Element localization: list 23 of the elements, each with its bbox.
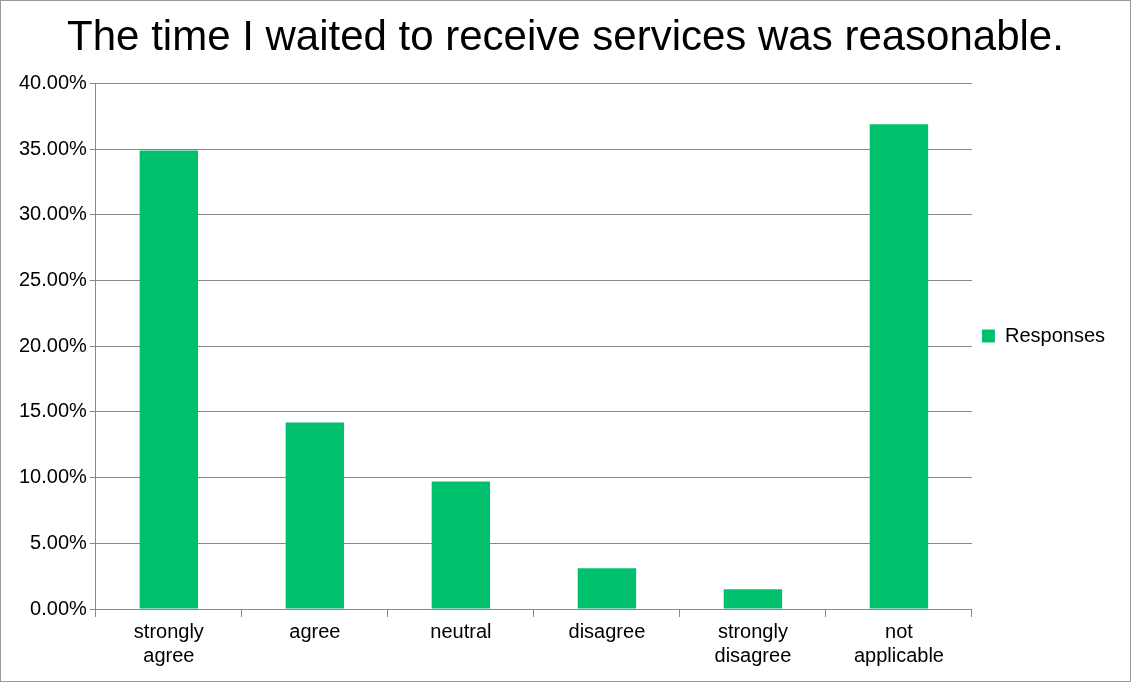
x-tick-label: disagree <box>568 619 646 642</box>
bar <box>431 481 491 609</box>
bar <box>285 422 345 609</box>
x-tick-label: neutral <box>430 619 492 642</box>
y-tick-label: 10.00% <box>18 465 88 488</box>
x-tick-label: strongly disagree <box>714 619 792 666</box>
y-tick-label: 35.00% <box>18 136 88 159</box>
bar <box>139 150 199 609</box>
y-tick-label: 0.00% <box>30 596 88 619</box>
bar <box>723 589 783 609</box>
bar <box>869 124 929 609</box>
y-tick-label: 40.00% <box>18 70 88 93</box>
legend-label: Responses <box>1004 323 1105 346</box>
y-tick-label: 25.00% <box>18 268 88 291</box>
bar <box>577 568 637 609</box>
x-tick-label: strongly agree <box>133 619 204 666</box>
y-tick-label: 20.00% <box>18 333 88 356</box>
y-tick-label: 15.00% <box>18 399 88 422</box>
y-tick-label: 5.00% <box>30 530 88 553</box>
x-tick-label: agree <box>289 619 341 642</box>
chart-title: The time I waited to receive services was reasonable. <box>67 11 1064 59</box>
y-tick-label: 30.00% <box>18 202 88 225</box>
x-tick-label: not applicable <box>853 619 944 666</box>
